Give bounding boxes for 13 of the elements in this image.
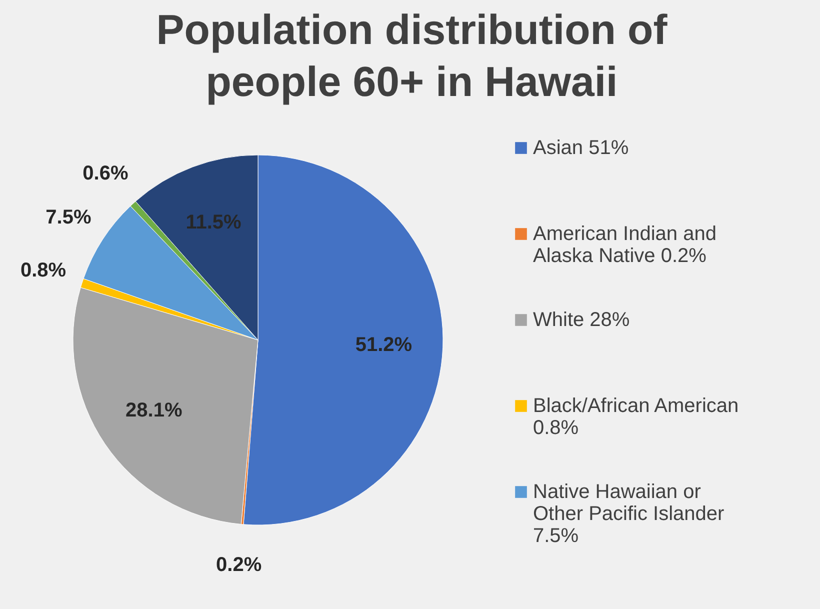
data-label: 51.2% <box>355 334 412 356</box>
data-label: 0.8% <box>20 260 66 282</box>
legend-label: White 28% <box>533 309 630 331</box>
data-label: 0.6% <box>82 162 128 185</box>
data-label: 11.5% <box>186 211 242 234</box>
data-label: 7.5% <box>46 206 92 228</box>
legend-label: Black/African American 0.8% <box>533 395 739 439</box>
data-label: 0.2% <box>216 554 262 576</box>
legend-label: American Indian and Alaska Native 0.2% <box>533 223 716 267</box>
chart-title: Population distribution of people 60+ in Hawaii <box>156 6 668 105</box>
legend-label: Native Hawaiian or Other Pacific Islander 7.5% <box>533 481 725 547</box>
data-label: 28.1% <box>126 400 182 422</box>
legend-label: Asian 51% <box>533 137 629 159</box>
